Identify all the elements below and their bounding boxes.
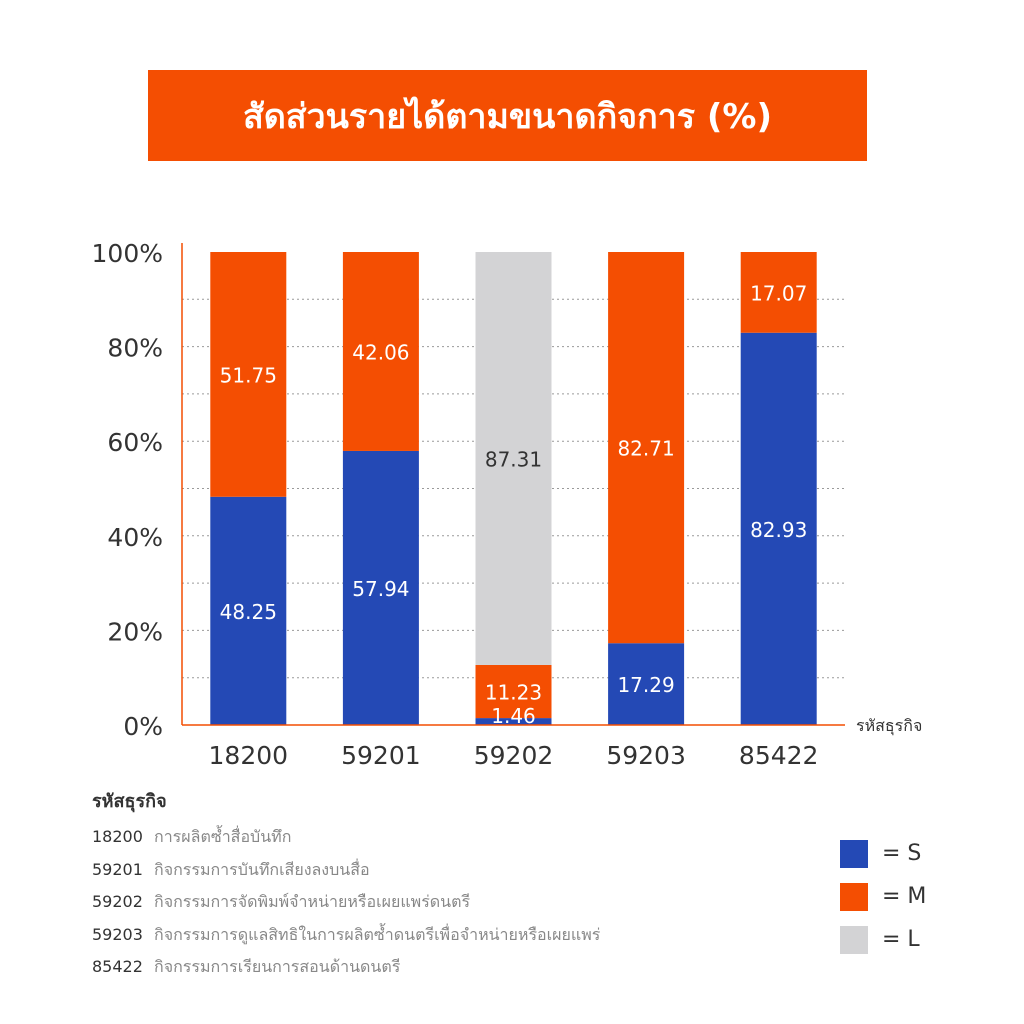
data-label: 82.93: [750, 518, 807, 542]
bar-segment-s: [608, 643, 685, 725]
bar-segment-m: [608, 252, 685, 644]
data-label: 42.06: [352, 340, 409, 364]
code-legend-item: 18200 การผลิตซ้ำสื่อบันทึก: [92, 821, 600, 854]
size-legend-swatch: [840, 839, 868, 868]
bar-segment-m: [740, 252, 817, 333]
stacked-bar-chart: 0% 20% 40% 60% 80% 100% 48.25 51.75 18200 57.94 42…: [92, 239, 923, 770]
business-code-legend: รหัสธุรกิจ 18200 การผลิตซ้ำสื่อบันทึก 59…: [92, 786, 600, 984]
size-legend: = S = M = L: [840, 832, 926, 961]
size-legend-label: = L: [882, 927, 920, 952]
bar-segment-m: [210, 252, 287, 497]
data-label: 51.75: [220, 363, 277, 387]
code-legend-description: กิจกรรมการดูแลสิทธิในการผลิตซ้ำดนตรีเพื่…: [154, 924, 601, 944]
data-label: 11.23: [485, 681, 542, 705]
business-code-legend-heading: รหัสธุรกิจ: [92, 791, 167, 812]
x-tick-label: 59203: [606, 741, 686, 770]
x-axis-title: รหัสธุรกิจ: [856, 716, 922, 736]
code-legend-item: 59203 กิจกรรมการดูแลสิทธิในการผลิตซ้ำดนต…: [92, 919, 600, 952]
size-legend-swatch: [840, 925, 868, 954]
data-label: 82.71: [617, 437, 674, 461]
size-legend-label: = M: [882, 884, 927, 909]
y-tick-label: 80%: [107, 334, 163, 363]
y-tick-label: 20%: [107, 617, 163, 646]
code-legend-description: กิจกรรมการบันทึกเสียงลงบนสื่อ: [154, 859, 370, 879]
bar-segment-s: [475, 718, 552, 725]
size-legend-item-l: = L: [840, 918, 926, 961]
bar-segment-l: [475, 252, 552, 665]
data-label: 17.07: [750, 281, 807, 305]
bar-segment-m: [342, 252, 419, 451]
code-legend-item: 59202 กิจกรรมการจัดพิมพ์จำหน่ายหรือเผยแพ…: [92, 886, 600, 919]
code-legend-description: กิจกรรมการจัดพิมพ์จำหน่ายหรือเผยแพร่ดนตร…: [154, 892, 471, 911]
bar-segment-s: [342, 450, 419, 725]
data-label: 48.25: [220, 600, 277, 624]
code-legend-description: กิจกรรมการเรียนการสอนด้านดนตรี: [154, 957, 401, 976]
data-label: 87.31: [485, 447, 542, 471]
code-legend-code: 59201: [92, 859, 143, 879]
code-legend-code: 85422: [92, 957, 143, 976]
y-tick-label: 40%: [107, 523, 163, 552]
chart-title-banner: สัดส่วนรายได้ตามขนาดกิจการ (%): [148, 70, 867, 161]
bar-segment-s: [210, 496, 287, 725]
bar-segment-m: [475, 664, 552, 719]
size-legend-swatch: [840, 882, 868, 911]
code-legend-code: 59202: [92, 892, 143, 911]
y-tick-label: 0%: [123, 712, 163, 741]
code-legend-description: การผลิตซ้ำสื่อบันทึก: [154, 827, 292, 846]
y-tick-label: 60%: [107, 428, 163, 457]
x-tick-label: 59202: [474, 741, 554, 770]
data-label: 17.29: [617, 673, 674, 697]
size-legend-item-s: = S: [840, 832, 926, 875]
bar-segment-s: [740, 332, 817, 725]
size-legend-label: = S: [882, 841, 922, 866]
x-tick-label: 85422: [739, 741, 819, 770]
x-tick-label: 59201: [341, 741, 421, 770]
x-tick-label: 18200: [209, 741, 289, 770]
code-legend-item: 85422 กิจกรรมการเรียนการสอนด้านดนตรี: [92, 951, 600, 984]
data-label: 57.94: [352, 577, 409, 601]
data-label: 1.46: [491, 704, 536, 728]
code-legend-item: 59201 กิจกรรมการบันทึกเสียงลงบนสื่อ: [92, 854, 600, 887]
chart-title: สัดส่วนรายได้ตามขนาดกิจการ (%): [242, 96, 773, 137]
y-tick-label: 100%: [92, 239, 163, 268]
code-legend-code: 18200: [92, 827, 143, 846]
code-legend-code: 59203: [92, 924, 143, 944]
size-legend-item-m: = M: [840, 875, 926, 918]
